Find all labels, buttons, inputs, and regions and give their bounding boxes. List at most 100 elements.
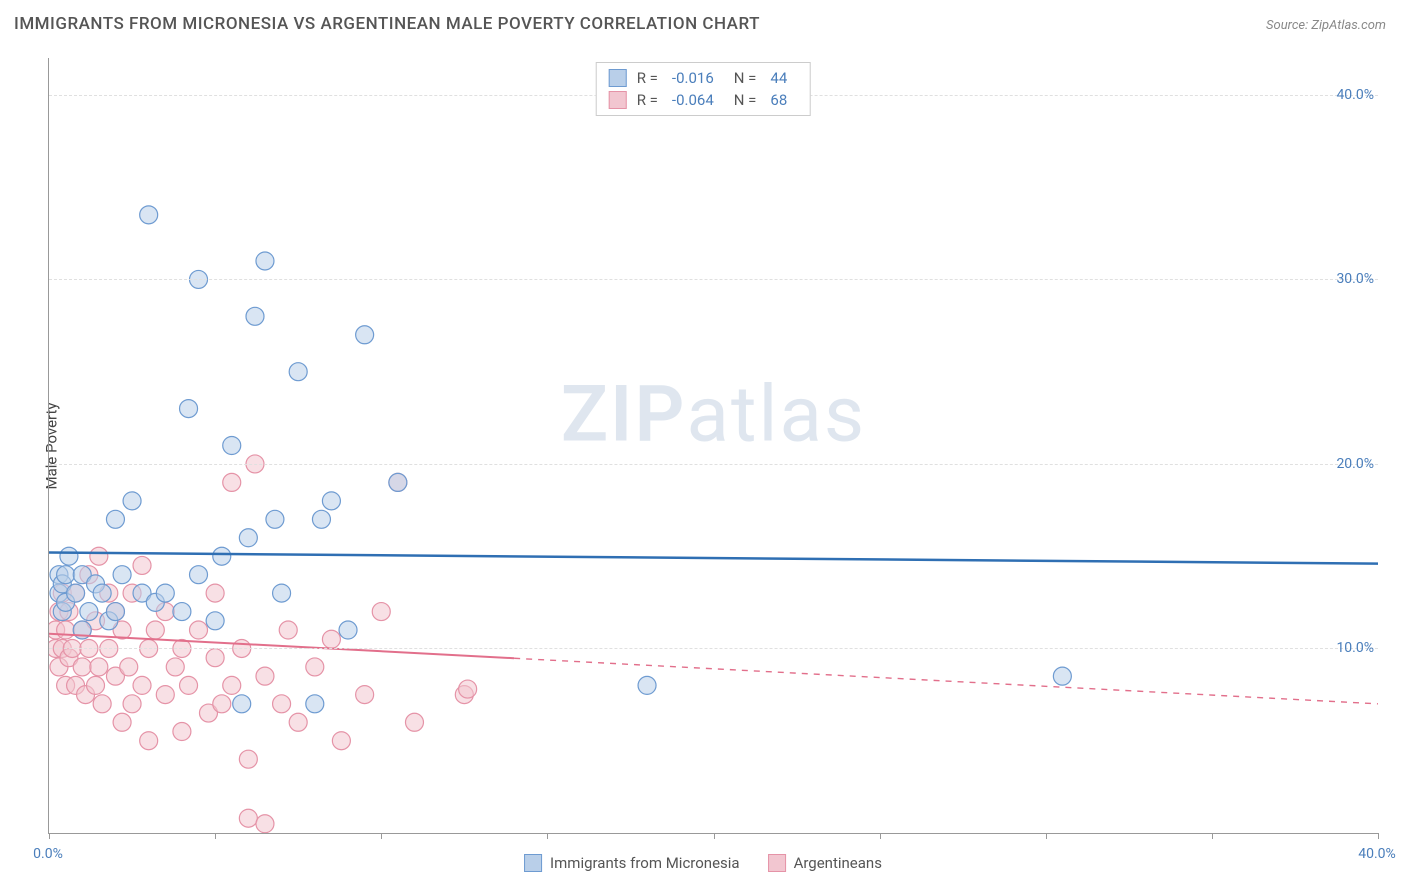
scatter-point [113, 566, 131, 584]
scatter-point [120, 658, 138, 676]
y-tick-label: 20.0% [1336, 456, 1374, 472]
scatter-point [638, 676, 656, 694]
scatter-point [146, 621, 164, 639]
scatter-point [213, 695, 231, 713]
scatter-point [239, 529, 257, 547]
legend-swatch [768, 854, 786, 872]
scatter-point [306, 658, 324, 676]
legend-n-label: N = [734, 91, 757, 109]
legend-series-item: Immigrants from Micronesia [524, 854, 740, 872]
plot-svg [49, 58, 1378, 833]
x-tick [215, 833, 216, 839]
legend-series-label: Immigrants from Micronesia [550, 854, 740, 872]
scatter-point [389, 473, 407, 491]
scatter-point [312, 510, 330, 528]
scatter-point [405, 713, 423, 731]
gridline [49, 648, 1378, 649]
chart-title: IMMIGRANTS FROM MICRONESIA VS ARGENTINEA… [14, 14, 760, 34]
scatter-point [180, 400, 198, 418]
scatter-point [322, 630, 340, 648]
scatter-point [239, 750, 257, 768]
x-tick [1046, 833, 1047, 839]
legend-series: Immigrants from Micronesia Argentineans [524, 854, 882, 872]
scatter-point [239, 809, 257, 827]
scatter-point [60, 547, 78, 565]
legend-n-value: 68 [770, 91, 787, 109]
scatter-point [87, 676, 105, 694]
scatter-point [322, 492, 340, 510]
scatter-point [223, 676, 241, 694]
x-tick [1378, 833, 1379, 839]
legend-n-value: 44 [770, 69, 787, 87]
scatter-point [273, 584, 291, 602]
scatter-point [80, 603, 98, 621]
scatter-point [459, 680, 477, 698]
trend-line [49, 634, 514, 659]
scatter-point [256, 667, 274, 685]
scatter-point [356, 686, 374, 704]
scatter-point [223, 473, 241, 491]
scatter-point [213, 547, 231, 565]
scatter-point [113, 713, 131, 731]
scatter-point [57, 566, 75, 584]
scatter-point [289, 713, 307, 731]
x-tick [49, 833, 50, 839]
scatter-point [332, 732, 350, 750]
y-tick-label: 10.0% [1336, 640, 1374, 656]
scatter-point [156, 584, 174, 602]
scatter-point [372, 603, 390, 621]
scatter-point [256, 252, 274, 270]
scatter-point [73, 658, 91, 676]
scatter-point [289, 363, 307, 381]
scatter-point [140, 732, 158, 750]
scatter-point [93, 695, 111, 713]
scatter-point [173, 723, 191, 741]
x-tick [547, 833, 548, 839]
scatter-point [339, 621, 357, 639]
x-tick [1212, 833, 1213, 839]
scatter-point [133, 556, 151, 574]
scatter-point [266, 510, 284, 528]
scatter-point [140, 206, 158, 224]
scatter-point [279, 621, 297, 639]
scatter-point [356, 326, 374, 344]
gridline [49, 279, 1378, 280]
legend-r-value: -0.016 [672, 69, 714, 87]
legend-series-label: Argentineans [794, 854, 882, 872]
x-tick [714, 833, 715, 839]
scatter-point [90, 658, 108, 676]
legend-r-label: R = [637, 69, 658, 87]
scatter-point [206, 649, 224, 667]
legend-swatch [609, 91, 627, 109]
scatter-point [93, 584, 111, 602]
scatter-point [123, 695, 141, 713]
legend-n-label: N = [734, 69, 757, 87]
legend-series-item: Argentineans [768, 854, 882, 872]
scatter-point [90, 547, 108, 565]
chart-container: IMMIGRANTS FROM MICRONESIA VS ARGENTINEA… [0, 0, 1406, 892]
x-tick [880, 833, 881, 839]
scatter-point [123, 492, 141, 510]
x-tick-label: 0.0% [33, 846, 63, 862]
scatter-point [223, 437, 241, 455]
scatter-point [106, 510, 124, 528]
legend-swatch [609, 69, 627, 87]
scatter-point [67, 584, 85, 602]
scatter-point [166, 658, 184, 676]
scatter-point [180, 676, 198, 694]
legend-correlation-row: R = -0.016 N = 44 [609, 67, 798, 89]
scatter-point [1053, 667, 1071, 685]
scatter-point [57, 621, 75, 639]
legend-r-value: -0.064 [672, 91, 714, 109]
scatter-point [206, 584, 224, 602]
scatter-point [273, 695, 291, 713]
legend-swatch [524, 854, 542, 872]
source-attribution: Source: ZipAtlas.com [1266, 18, 1386, 33]
scatter-point [206, 612, 224, 630]
scatter-point [190, 621, 208, 639]
scatter-point [133, 676, 151, 694]
scatter-point [173, 603, 191, 621]
scatter-point [156, 686, 174, 704]
legend-correlation-row: R =-0.064N =68 [609, 89, 798, 111]
x-tick-label: 40.0% [1358, 846, 1396, 862]
